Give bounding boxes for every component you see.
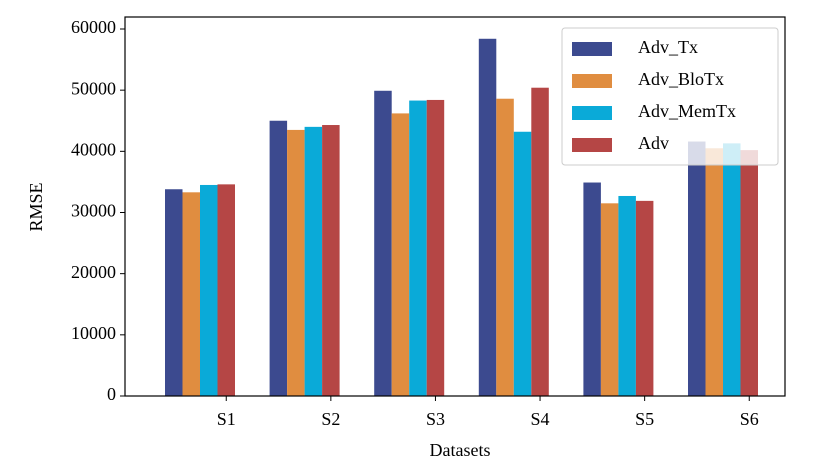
x-tick-label: S2 (321, 409, 340, 429)
bar (496, 98, 514, 397)
bar (304, 126, 323, 397)
legend-swatch (572, 74, 612, 88)
x-tick-label: S4 (531, 409, 550, 429)
y-tick-label: 0 (107, 384, 116, 404)
legend-swatch (572, 42, 612, 56)
plot-frame (124, 16, 786, 397)
bar (705, 148, 723, 396)
legend-label: Adv_Tx (638, 37, 698, 57)
bar (740, 150, 758, 396)
bar (391, 113, 410, 396)
legend-swatch (572, 106, 612, 120)
x-tick-label: S1 (217, 409, 236, 429)
legend-label: Adv (638, 133, 669, 153)
y-tick-label: 50000 (71, 78, 116, 98)
bar (513, 131, 532, 396)
y-axis-label: RMSE (26, 182, 46, 231)
y-tick-label: 10000 (71, 323, 116, 343)
bar (635, 200, 654, 396)
bar (426, 99, 445, 396)
legend-label: Adv_BloTx (638, 69, 724, 89)
bar (374, 90, 392, 397)
bar (200, 184, 218, 396)
bar (287, 129, 305, 396)
bar (478, 38, 497, 396)
bar (182, 192, 200, 396)
bar (409, 100, 427, 397)
x-tick-label: S5 (635, 409, 654, 429)
bar (269, 120, 288, 397)
bar (600, 203, 619, 396)
y-tick-label: 20000 (71, 262, 116, 282)
bar (688, 141, 706, 396)
bar (165, 189, 183, 396)
x-axis-label: Datasets (430, 440, 491, 460)
legend-swatch (572, 138, 612, 152)
legend-label: Adv_MemTx (638, 101, 736, 121)
x-tick-label: S3 (426, 409, 445, 429)
bar (217, 184, 235, 396)
x-tick-label: S6 (740, 409, 759, 429)
y-tick-label: 40000 (71, 139, 116, 159)
y-tick-label: 30000 (71, 201, 116, 221)
bar (583, 182, 601, 396)
legend-box (561, 27, 779, 166)
bar (618, 195, 636, 396)
bar (322, 125, 340, 397)
y-tick-label: 60000 (71, 17, 116, 37)
bar (723, 143, 741, 396)
bar (531, 87, 549, 396)
